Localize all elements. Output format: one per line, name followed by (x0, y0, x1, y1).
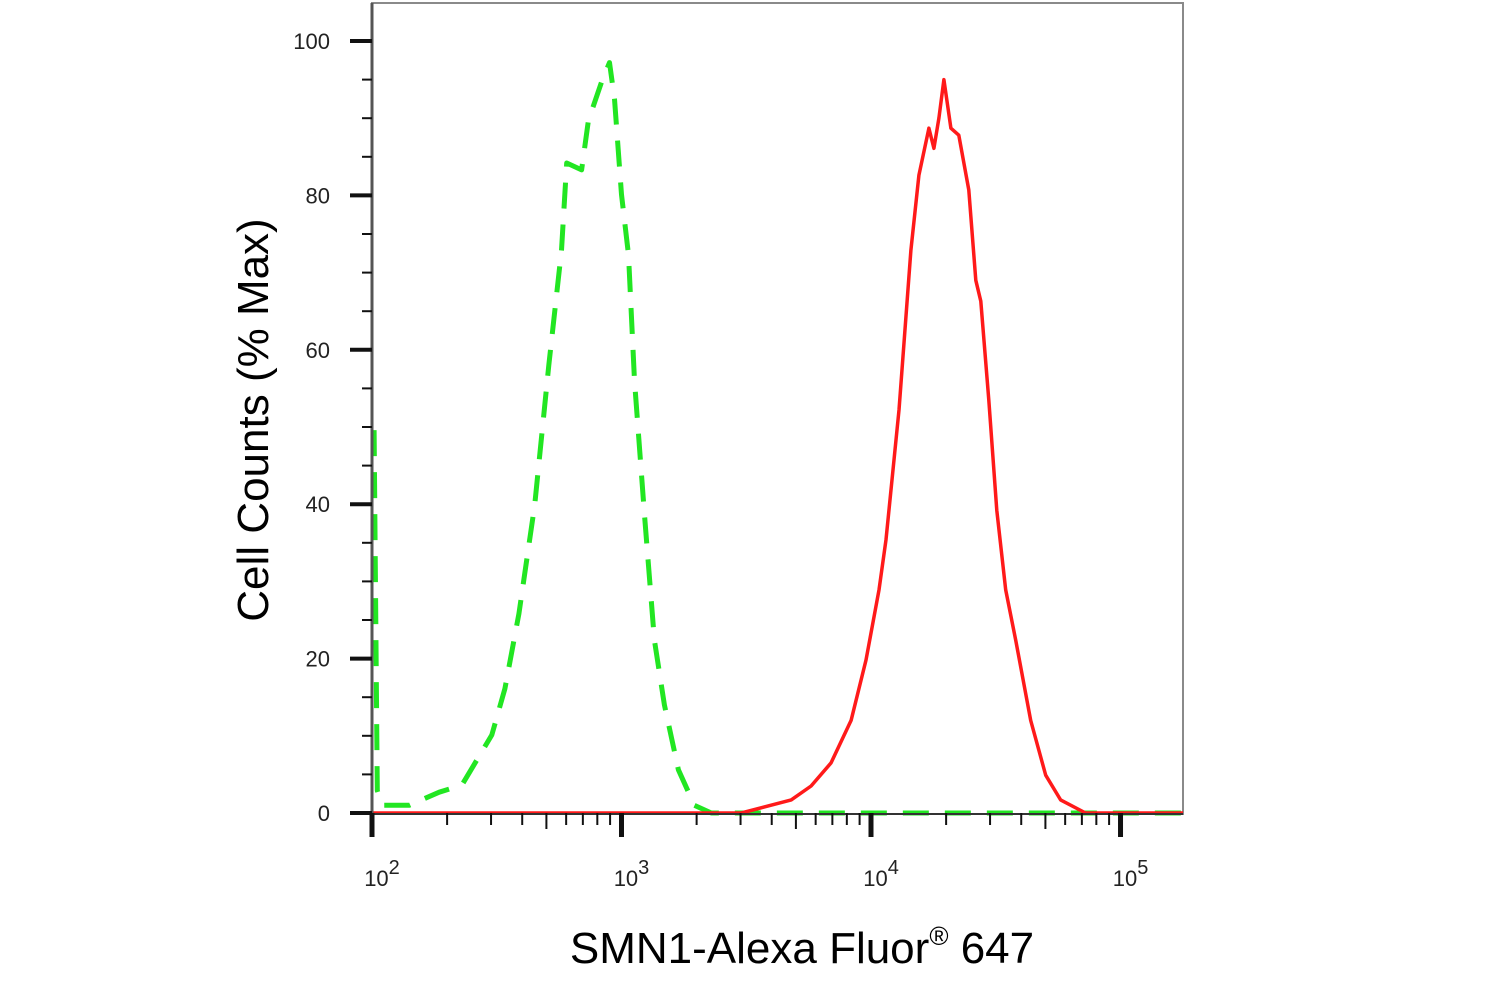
x-tick-label-base: 10 (863, 866, 887, 891)
x-axis-title-main: SMN1-Alexa Fluor (570, 924, 929, 973)
x-tick-label-exponent: 4 (888, 857, 899, 879)
y-tick-label: 80 (306, 183, 330, 208)
y-tick-label: 40 (306, 492, 330, 517)
x-axis-title-superscript: ® (929, 921, 948, 951)
y-tick-label: 0 (318, 801, 330, 826)
x-tick-label-exponent: 2 (389, 857, 400, 879)
y-axis-title: Cell Counts (% Max) (229, 218, 278, 621)
y-tick-label: 100 (293, 29, 330, 54)
x-tick-label-exponent: 5 (1137, 857, 1148, 879)
x-tick-label: 102 (364, 857, 400, 891)
x-axis-title: SMN1-Alexa Fluor® 647 (570, 921, 1034, 973)
series-line-sample-red (372, 77, 1183, 815)
plot-frame (371, 2, 1184, 815)
x-tick-label-base: 10 (1113, 866, 1137, 891)
x-tick-label: 104 (863, 857, 899, 891)
y-tick-label: 60 (306, 338, 330, 363)
series-line-control-green (371, 60, 1183, 816)
x-tick-label: 105 (1113, 857, 1149, 891)
x-tick-label-exponent: 3 (638, 857, 649, 879)
x-axis-title-suffix: 647 (948, 924, 1034, 973)
y-tick-label: 20 (306, 647, 330, 672)
series-layer (371, 60, 1183, 816)
x-tick-label: 103 (614, 857, 650, 891)
x-tick-label-base: 10 (614, 866, 638, 891)
x-tick-label-base: 10 (364, 866, 388, 891)
